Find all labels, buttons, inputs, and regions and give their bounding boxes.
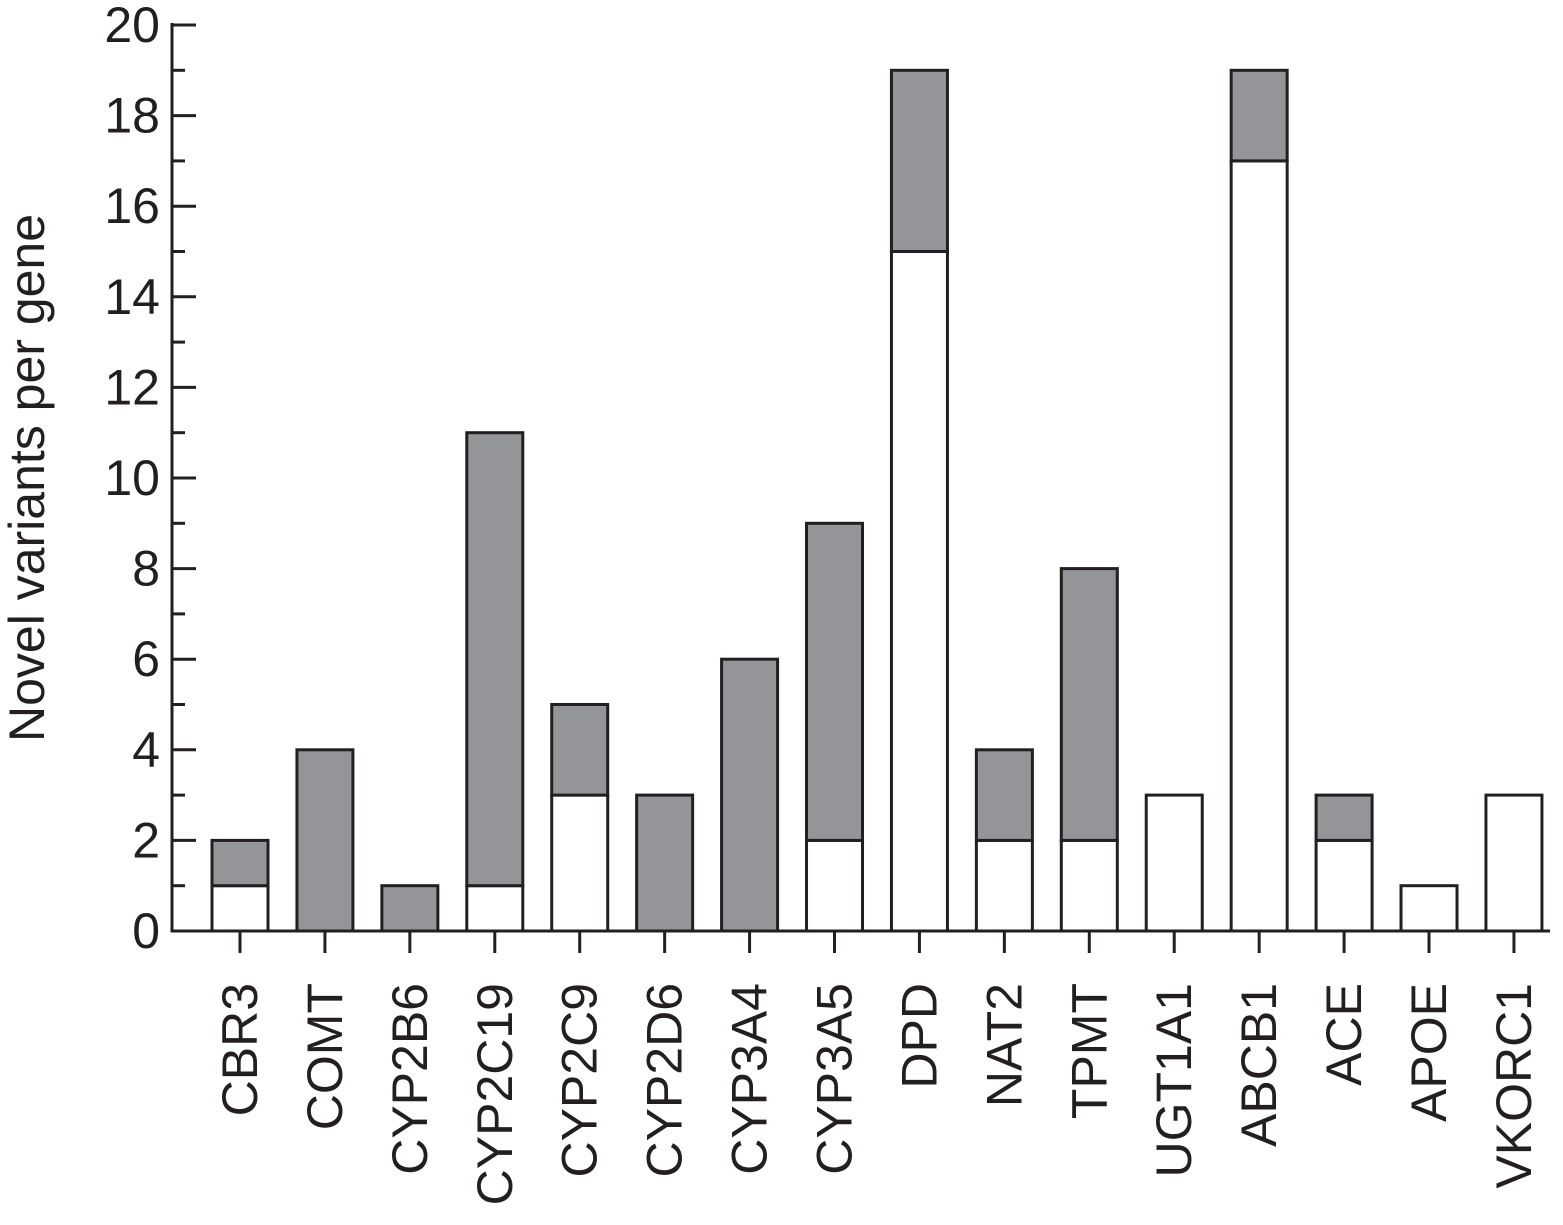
bar-dpd-lower-segment: [889, 250, 949, 933]
bar-dpd-upper-segment: [889, 68, 949, 253]
bar-vkorc1-lower-segment: [1484, 793, 1544, 933]
bar-ugt1a1-lower-segment: [1144, 793, 1204, 933]
bar-cyp3a5-upper-segment: [805, 521, 865, 842]
labels-layer: 0 2 4 6 8 10 12 14 16 18 20 CBR3 COMT CYP2B6 CYP2C19 CY…: [104, 0, 1542, 1205]
bar-abcb1-lower-segment: [1229, 159, 1289, 933]
x-category-label-cyp2b6: CYP2B6: [382, 983, 438, 1175]
y-tick-label: 12: [104, 359, 160, 415]
x-category-label-cyp3a4: CYP3A4: [722, 983, 778, 1175]
bar-cyp2b6-upper-segment: [380, 884, 440, 933]
y-tick-label: 0: [132, 903, 160, 959]
x-category-label-apoe: APOE: [1401, 983, 1457, 1122]
x-category-label-ace: ACE: [1316, 983, 1372, 1086]
x-category-label-nat2: NAT2: [976, 983, 1032, 1107]
bar-ace-lower-segment: [1314, 838, 1374, 933]
y-tick-label: 2: [132, 812, 160, 868]
y-tick-label: 18: [104, 88, 160, 144]
bar-abcb1-upper-segment: [1229, 68, 1289, 163]
x-category-label-cyp2d6: CYP2D6: [637, 983, 693, 1178]
x-category-label-dpd: DPD: [891, 983, 947, 1089]
bar-nat2-lower-segment: [974, 838, 1034, 933]
bar-cbr3-upper-segment: [210, 838, 270, 888]
x-category-label-cyp2c19: CYP2C19: [467, 983, 523, 1205]
y-tick-label: 4: [132, 722, 160, 778]
x-category-label-cyp2c9: CYP2C9: [552, 983, 608, 1178]
bar-comt-upper-segment: [295, 748, 355, 933]
axes-layer: [170, 23, 1550, 953]
bar-ace-upper-segment: [1314, 793, 1374, 842]
x-category-label-cyp3a5: CYP3A5: [807, 983, 863, 1175]
bar-cyp3a5-lower-segment: [805, 838, 865, 933]
y-tick-label: 6: [132, 631, 160, 687]
bar-tpmt-upper-segment: [1059, 567, 1119, 842]
bar-cyp2c9-upper-segment: [550, 703, 610, 797]
x-category-label-ugt1a1: UGT1A1: [1146, 983, 1202, 1178]
bar-cyp2d6-upper-segment: [635, 793, 695, 933]
y-tick-label: 10: [104, 450, 160, 506]
bar-cbr3-lower-segment: [210, 884, 270, 933]
x-category-label-vkorc1: VKORC1: [1486, 983, 1542, 1189]
y-tick-label: 8: [132, 541, 160, 597]
x-category-label-abcb1: ABCB1: [1231, 983, 1287, 1147]
bar-cyp2c19-upper-segment: [465, 431, 525, 888]
y-tick-label: 14: [104, 269, 160, 325]
x-category-label-cbr3: CBR3: [212, 983, 268, 1116]
bar-apoe-lower-segment: [1399, 884, 1459, 933]
y-tick-label: 16: [104, 178, 160, 234]
bar-cyp2c9-lower-segment: [550, 793, 610, 933]
bar-nat2-upper-segment: [974, 748, 1034, 842]
y-axis-title: Novel variants per gene: [0, 214, 55, 742]
y-tick-label: 20: [104, 0, 160, 53]
bar-cyp3a4-upper-segment: [720, 657, 780, 933]
bar-tpmt-lower-segment: [1059, 838, 1119, 933]
bar-cyp2c19-lower-segment: [465, 884, 525, 933]
bars-layer: [210, 68, 1544, 933]
x-category-label-tpmt: TPMT: [1061, 983, 1117, 1119]
x-category-label-comt: COMT: [297, 983, 353, 1130]
